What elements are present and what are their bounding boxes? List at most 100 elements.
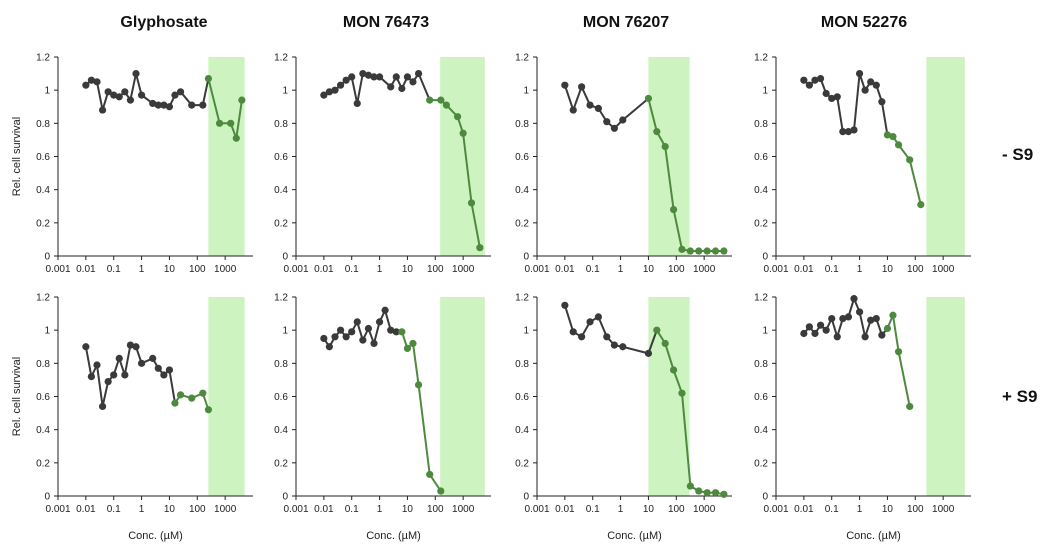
data-point <box>569 328 577 336</box>
data-point <box>883 131 892 139</box>
x-tick-label: 100 <box>668 264 685 275</box>
data-point <box>398 328 406 336</box>
y-tick-label: 0.4 <box>515 185 529 196</box>
data-point <box>215 119 224 127</box>
x-tick-label: 0.001 <box>45 264 70 275</box>
data-point <box>578 83 586 91</box>
chart-panels: 0 0.2 0.4 0.6 0.8 1 1.2 0.001 0.01 0.1 1 10 100 100 0 R… <box>11 53 971 542</box>
y-tick-label: 0.2 <box>515 458 529 469</box>
highlight-band <box>926 57 965 256</box>
x-tick-label: 1 <box>139 264 145 275</box>
data-point <box>409 78 417 86</box>
data-point <box>98 402 107 411</box>
y-tick-label: 0.8 <box>754 359 768 370</box>
y-tick-label: 0.6 <box>36 152 50 163</box>
data-point <box>188 394 196 402</box>
y-tick-label: 1.2 <box>274 53 288 64</box>
x-tick-label: 0.01 <box>76 264 96 275</box>
data-point <box>176 88 185 96</box>
data-point <box>894 141 903 149</box>
highlight-band <box>440 297 485 496</box>
data-point <box>403 344 412 353</box>
data-point <box>453 113 462 121</box>
y-axis-label: Rel. cell survival <box>11 117 23 196</box>
data-point <box>586 318 594 326</box>
y-tick-label: 0.2 <box>274 458 288 469</box>
y-tick-label: 1.2 <box>754 293 768 304</box>
data-point <box>476 244 484 252</box>
x-axis-label: Conc. (µM) <box>607 530 662 542</box>
data-point <box>644 349 653 357</box>
data-point <box>833 333 841 341</box>
data-point <box>711 247 720 255</box>
y-tick-label: 0 <box>762 252 768 263</box>
y-tick-label: 0.8 <box>274 359 288 370</box>
data-point <box>82 81 90 89</box>
data-point <box>653 326 661 334</box>
data-point <box>353 99 361 108</box>
y-tick-label: 0.8 <box>36 119 50 130</box>
highlight-band <box>648 297 690 496</box>
highlight-band <box>208 57 245 256</box>
data-point <box>392 328 400 336</box>
data-point <box>437 487 445 495</box>
data-point <box>137 91 146 99</box>
data-point <box>104 377 112 386</box>
y-tick-label: 1 <box>762 326 768 337</box>
y-tick-label: 0.4 <box>36 425 50 436</box>
x-tick-label: 1 <box>139 504 145 515</box>
data-point <box>426 96 434 104</box>
data-point <box>348 328 356 336</box>
data-point <box>878 98 886 106</box>
data-point <box>878 331 886 339</box>
data-point <box>232 134 240 142</box>
data-point <box>336 326 345 334</box>
column-title-mon-76207: MON 76207 <box>583 14 669 31</box>
series-line-highlight <box>887 133 922 205</box>
y-tick-label: 0.8 <box>754 119 768 130</box>
data-point <box>442 101 451 109</box>
chart-panel-2: 0 0.2 0.4 0.6 0.8 1 1.2 0.001 0.01 0.1 1 10 100 1000 <box>274 53 491 275</box>
data-point <box>82 343 90 351</box>
x-tick-label: 0.001 <box>283 264 308 275</box>
data-point <box>678 245 686 253</box>
data-point <box>199 101 207 109</box>
data-point <box>126 341 135 349</box>
y-tick-label: 0.4 <box>515 425 529 436</box>
data-point <box>165 103 174 111</box>
y-tick-label: 0.4 <box>754 185 768 196</box>
x-tick-label: 1 <box>618 264 624 275</box>
row-label-plus-s9: + S9 <box>1002 387 1037 406</box>
data-point <box>906 156 914 164</box>
x-tick-label: 10 <box>882 504 894 515</box>
x-tick-label: 0.001 <box>45 504 70 515</box>
data-point <box>619 343 627 351</box>
x-tick-label: 0.01 <box>794 504 814 515</box>
data-point <box>844 313 853 321</box>
data-point <box>906 402 914 411</box>
data-point <box>87 373 95 381</box>
data-point <box>375 73 384 81</box>
data-point <box>414 69 423 78</box>
x-tick-label: 100 <box>189 264 206 275</box>
data-point <box>661 339 669 348</box>
highlight-band <box>648 57 690 256</box>
x-axis-label: Conc. (µM) <box>846 530 901 542</box>
x-tick-label: 0.1 <box>586 504 600 515</box>
data-point <box>149 354 157 362</box>
x-tick-label: 0.1 <box>345 504 359 515</box>
y-tick-label: 1 <box>523 86 529 97</box>
y-tick-label: 0.2 <box>515 218 529 229</box>
data-point <box>703 247 711 255</box>
data-point <box>171 399 179 407</box>
data-point <box>171 91 179 99</box>
x-tick-label: 1 <box>857 264 863 275</box>
y-tick-label: 1.2 <box>36 293 50 304</box>
data-point <box>894 348 903 356</box>
data-point <box>437 96 445 104</box>
data-point <box>805 323 813 331</box>
y-tick-label: 0 <box>44 492 50 503</box>
series-line-highlight <box>400 331 442 492</box>
data-point <box>850 126 858 134</box>
data-point <box>160 101 168 109</box>
